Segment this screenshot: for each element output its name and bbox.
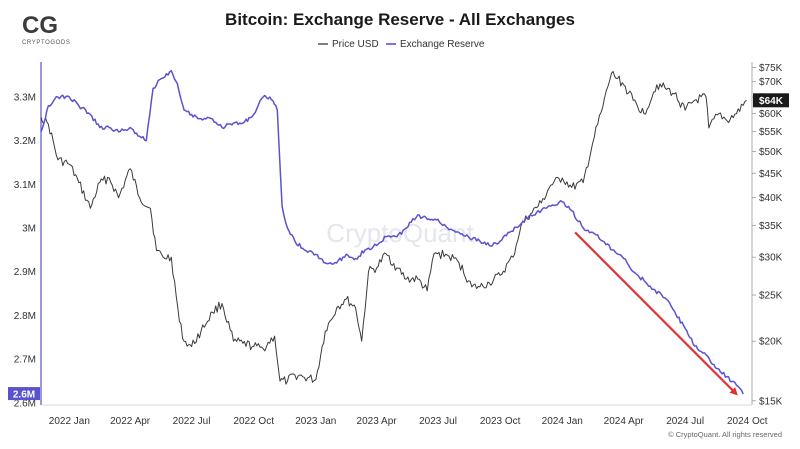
right-tick-label: $30K <box>759 253 783 264</box>
x-tick-label: 2024 Jul <box>666 416 704 427</box>
left-axis-ticks: 3.3M 3.2M 3.1M 3M 2.9M 2.8M 2.7M 2.6M <box>14 92 36 409</box>
left-current-badge: 2.6M <box>8 387 40 401</box>
right-tick-label: $60K <box>759 109 783 120</box>
left-tick-label: 3.1M <box>14 180 36 191</box>
legend: Price USD Exchange Reserve <box>318 39 485 50</box>
right-tick-label: $50K <box>759 147 783 158</box>
x-tick-label: 2024 Apr <box>604 416 645 427</box>
right-tick-label: $45K <box>759 169 783 180</box>
trend-arrow <box>574 231 738 396</box>
legend-label-reserve: Exchange Reserve <box>400 39 485 50</box>
right-current-badge-bg <box>753 93 789 108</box>
cryptogods-logo: CG CRYPTOGODS <box>22 12 70 46</box>
x-tick-label: 2023 Jan <box>295 416 336 427</box>
left-tick-label: 2.7M <box>14 355 36 366</box>
x-tick-label: 2024 Oct <box>727 416 768 427</box>
left-tick-label: 3M <box>22 224 36 235</box>
legend-label-price: Price USD <box>332 39 379 50</box>
left-current-value: 2.6M <box>13 390 35 401</box>
left-tick-label: 2.6M <box>14 398 36 409</box>
left-tick-label: 3.3M <box>14 92 36 103</box>
copyright: © CryptoQuant. All rights reserved <box>668 430 782 439</box>
x-tick-label: 2023 Jul <box>419 416 457 427</box>
series-line-exchange-reserve <box>40 69 744 395</box>
x-tick-label: 2024 Jan <box>542 416 583 427</box>
right-current-badge: $64K <box>753 93 789 108</box>
right-tick-label: $40K <box>759 193 783 204</box>
series-line-price-usd <box>40 71 747 385</box>
right-tick-label: $35K <box>759 221 783 232</box>
x-axis-ticks: 2022 Jan 2022 Apr 2022 Jul 2022 Oct 2023 Jan… <box>49 416 768 427</box>
left-tick-label: 3.2M <box>14 136 36 147</box>
x-tick-label: 2023 Oct <box>480 416 521 427</box>
left-tick-label: 2.9M <box>14 267 36 278</box>
right-tick-label: $20K <box>759 337 783 348</box>
left-tick-label: 2.8M <box>14 311 36 322</box>
right-tick-label: $15K <box>759 396 783 407</box>
x-tick-label: 2022 Jul <box>173 416 211 427</box>
right-tick-label: $75K <box>759 63 783 74</box>
x-tick-label: 2023 Apr <box>357 416 398 427</box>
right-tick-label: $25K <box>759 291 783 302</box>
x-tick-label: 2022 Apr <box>110 416 151 427</box>
x-tick-label: 2022 Oct <box>233 416 274 427</box>
right-axis-ticks: $75K$70K$65K$60K$55K$50K$45K$40K$35K$30K… <box>752 63 783 407</box>
x-tick-label: 2022 Jan <box>49 416 90 427</box>
right-current-value: $64K <box>759 96 784 107</box>
logo-name: CRYPTOGODS <box>22 40 70 46</box>
right-tick-label: $55K <box>759 127 783 138</box>
right-tick-label: $70K <box>759 77 783 88</box>
logo-mark: CG <box>22 12 58 39</box>
chart-title: Bitcoin: Exchange Reserve - All Exchange… <box>225 10 575 29</box>
left-current-badge-bg <box>8 387 40 401</box>
